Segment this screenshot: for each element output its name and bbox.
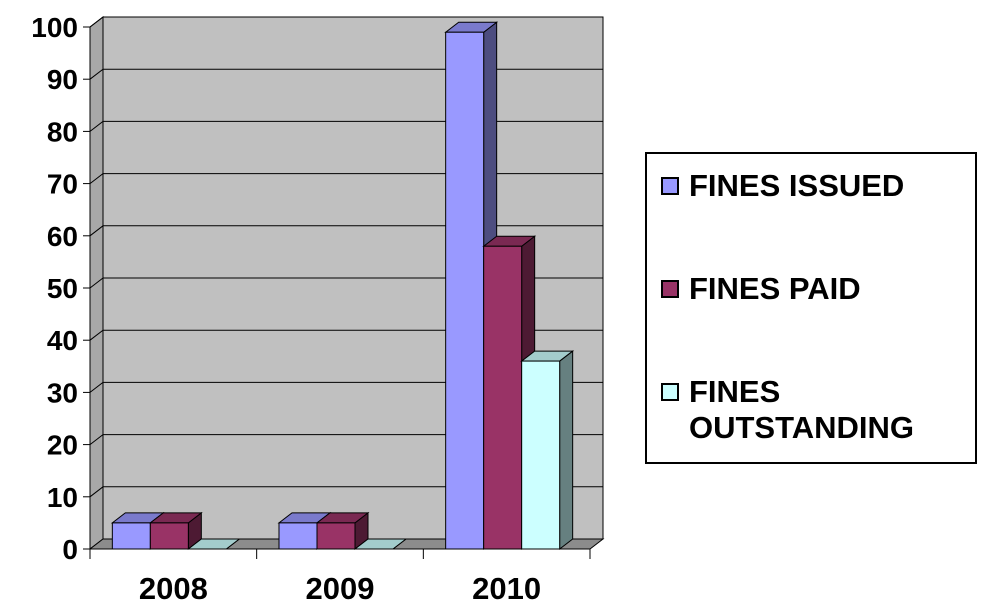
legend-label: FINES ISSUED [689, 168, 905, 203]
y-tick-label: 0 [62, 534, 78, 565]
legend-swatch [661, 383, 679, 401]
y-tick-label: 80 [47, 116, 78, 147]
bar [111, 522, 151, 550]
y-tick-label: 100 [31, 12, 78, 43]
bar [149, 522, 189, 550]
gridline [89, 68, 603, 80]
x-tick-label: 2009 [306, 571, 375, 606]
gridlines [89, 16, 603, 498]
bar-top [186, 538, 241, 550]
y-tick-label: 20 [47, 430, 78, 461]
legend-item-fines-issued: FINES ISSUED [661, 168, 949, 204]
bar-top [353, 538, 408, 550]
gridline [89, 434, 603, 445]
bar [483, 245, 523, 550]
y-tick-label: 10 [47, 482, 78, 513]
y-tick-label: 30 [47, 377, 78, 408]
gridline [89, 225, 603, 237]
gridline [89, 16, 603, 28]
bar [278, 522, 318, 550]
legend-swatch [661, 177, 679, 195]
legend-swatch [661, 280, 679, 298]
legend-item-fines-paid: FINES PAID [661, 271, 949, 307]
y-tick-label: 50 [47, 273, 78, 304]
gridline [89, 173, 603, 184]
x-tick-label: 2010 [472, 571, 541, 606]
legend-item-fines-outstanding: FINES OUTSTANDING [661, 374, 949, 446]
x-axis-tick-labels: 2008 2009 2010 [139, 571, 541, 606]
gridline [89, 120, 603, 132]
y-tick-label: 70 [47, 169, 78, 200]
gridline [89, 277, 603, 289]
gridline [89, 486, 603, 498]
bar-side [559, 350, 574, 551]
y-tick-label: 60 [47, 221, 78, 252]
y-tick-label: 40 [47, 325, 78, 356]
bar [521, 360, 561, 550]
gridline [89, 329, 603, 341]
x-tick-label: 2008 [139, 571, 208, 606]
y-tick-label: 90 [47, 64, 78, 95]
legend-label: FINES PAID [689, 271, 861, 306]
y-axis-tick-labels: 0 10 20 30 40 50 60 70 80 90 100 [31, 12, 78, 565]
chart-bars [110, 21, 575, 551]
chart-legend: FINES ISSUED FINES PAID FINES OUTSTANDIN… [645, 152, 977, 464]
legend-label: FINES OUTSTANDING [689, 374, 915, 445]
gridline [89, 381, 603, 393]
bar [316, 522, 356, 550]
bar [445, 31, 485, 550]
